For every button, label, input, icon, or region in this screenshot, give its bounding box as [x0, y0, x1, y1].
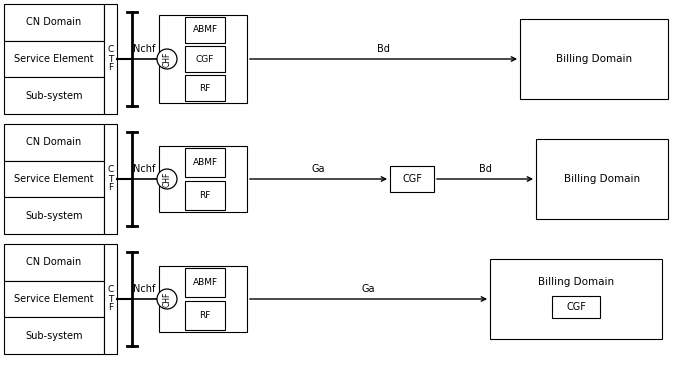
Text: RF: RF [200, 311, 211, 320]
Circle shape [157, 49, 177, 69]
Text: ABMF: ABMF [193, 25, 217, 34]
Bar [185, 301, 225, 330]
Text: CHF: CHF [162, 51, 171, 67]
Bar [104, 244, 117, 354]
Text: ABMF: ABMF [193, 278, 217, 287]
Text: Bd: Bd [377, 44, 390, 54]
Text: Bd: Bd [479, 164, 491, 174]
Text: Sub-system: Sub-system [25, 91, 83, 101]
Text: Service Element: Service Element [14, 54, 94, 64]
Bar [159, 146, 247, 212]
Bar [185, 181, 225, 210]
Text: Billing Domain: Billing Domain [538, 277, 614, 287]
Text: C
T
F: C T F [107, 286, 114, 312]
Text: C
T
F: C T F [107, 46, 114, 72]
Text: CGF: CGF [402, 174, 422, 184]
Bar [4, 317, 104, 354]
Text: Ga: Ga [312, 164, 325, 174]
Bar [185, 148, 225, 177]
Text: CN Domain: CN Domain [26, 257, 82, 267]
Text: Billing Domain: Billing Domain [564, 174, 640, 184]
Bar [536, 139, 668, 219]
Bar [4, 41, 104, 77]
Text: CGF: CGF [566, 302, 586, 312]
Circle shape [157, 169, 177, 189]
Text: Sub-system: Sub-system [25, 210, 83, 221]
Text: Nchf: Nchf [133, 44, 155, 54]
Text: Sub-system: Sub-system [25, 331, 83, 341]
Bar [4, 281, 104, 317]
Text: Service Element: Service Element [14, 294, 94, 304]
Bar [4, 197, 104, 234]
Text: Billing Domain: Billing Domain [556, 54, 632, 64]
Text: Service Element: Service Element [14, 174, 94, 184]
Bar [159, 15, 247, 103]
Bar [4, 4, 104, 41]
Text: CN Domain: CN Domain [26, 137, 82, 147]
Bar [390, 166, 434, 192]
Bar [4, 244, 104, 281]
Text: CHF: CHF [162, 291, 171, 307]
Bar [104, 124, 117, 234]
Bar [104, 4, 117, 114]
Bar [159, 266, 247, 332]
Bar [520, 20, 668, 99]
Bar [185, 46, 225, 72]
Circle shape [157, 289, 177, 309]
Bar [4, 124, 104, 161]
Text: Nchf: Nchf [133, 284, 155, 294]
Text: CGF: CGF [196, 54, 214, 64]
Bar [4, 77, 104, 114]
Text: CN Domain: CN Domain [26, 17, 82, 27]
Bar [490, 259, 662, 339]
Text: RF: RF [200, 191, 211, 200]
Bar [185, 17, 225, 43]
Bar [185, 268, 225, 297]
Text: C
T
F: C T F [107, 166, 114, 192]
Bar [552, 296, 600, 318]
Text: CHF: CHF [162, 171, 171, 187]
Text: ABMF: ABMF [193, 158, 217, 167]
Text: Ga: Ga [362, 284, 375, 294]
Bar [185, 75, 225, 101]
Text: RF: RF [200, 84, 211, 93]
Bar [4, 161, 104, 197]
Text: Nchf: Nchf [133, 164, 155, 174]
